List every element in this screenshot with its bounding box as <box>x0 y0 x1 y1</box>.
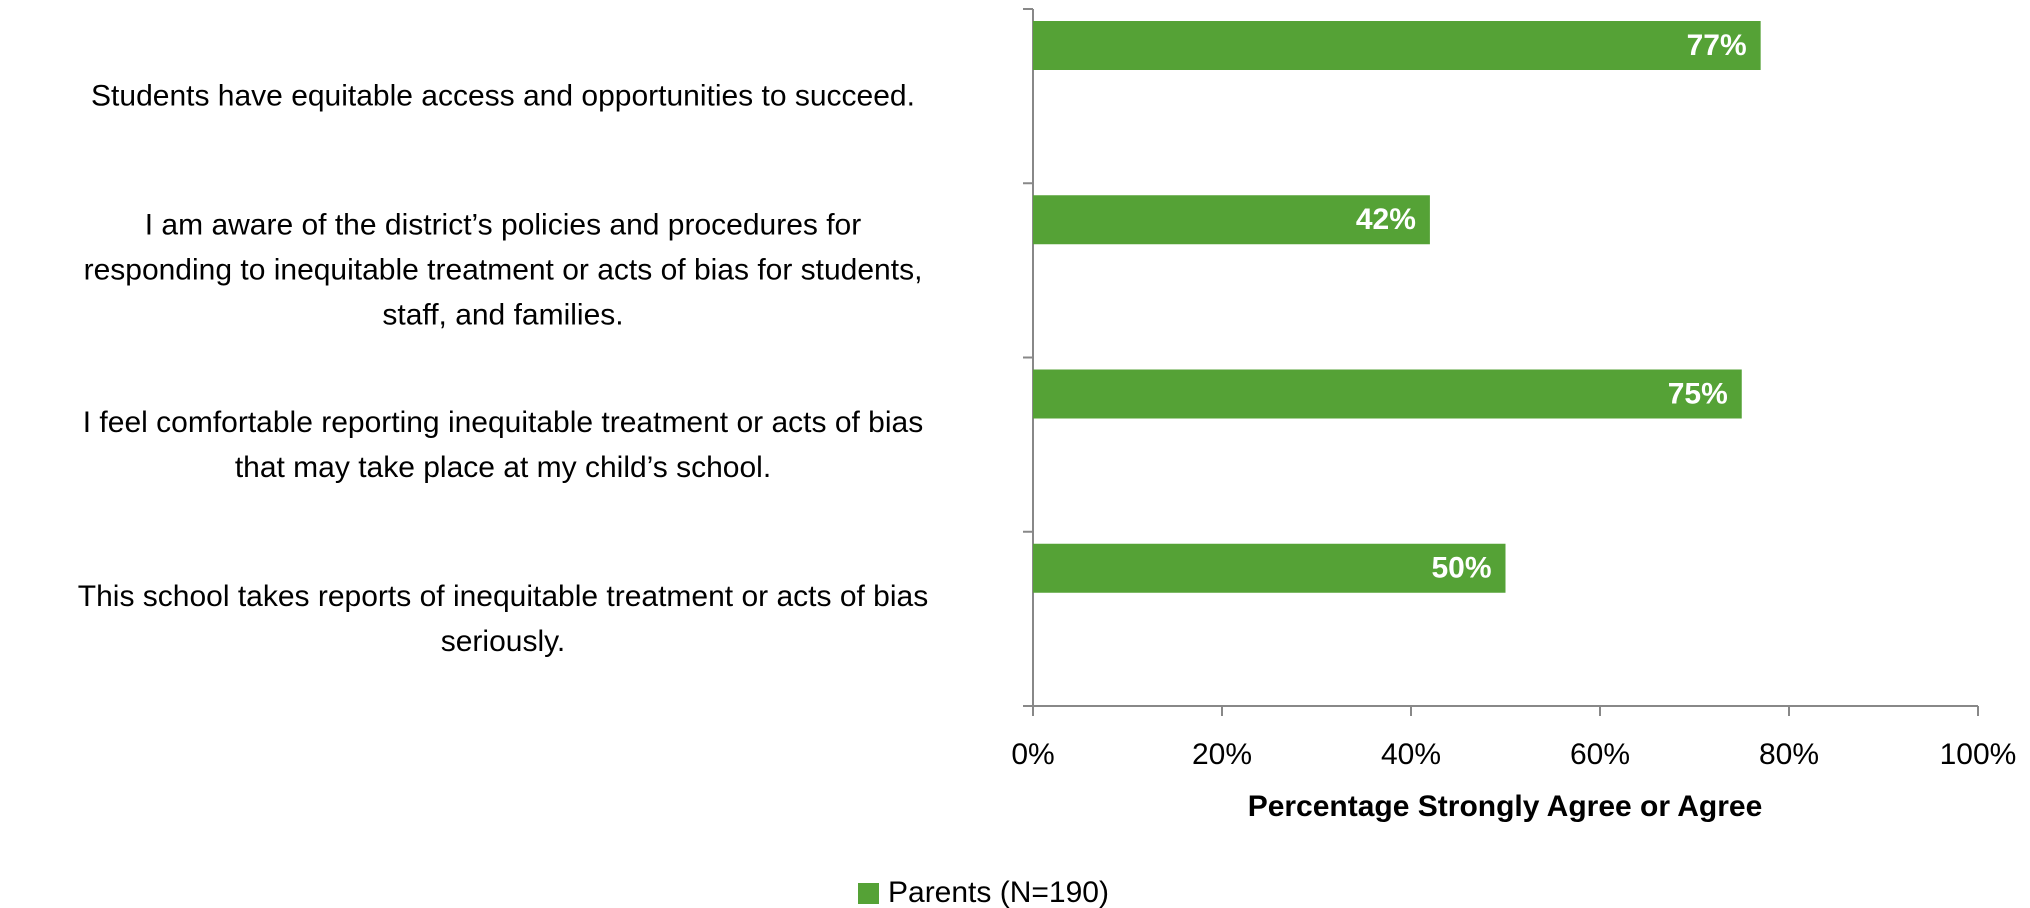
x-tick-label: 80% <box>1759 738 1819 771</box>
category-label: This school takes reports of inequitable… <box>77 579 929 658</box>
bar <box>1033 543 1506 593</box>
x-tick-label: 40% <box>1381 738 1441 771</box>
legend-swatch <box>858 883 879 904</box>
x-tick-label: 0% <box>1011 738 1054 771</box>
bar <box>1033 21 1761 70</box>
x-tick-label: 20% <box>1192 738 1252 771</box>
bar <box>1033 369 1742 419</box>
value-label: 42% <box>1356 203 1416 236</box>
category-label: Students have equitable access and oppor… <box>91 79 915 113</box>
x-tick-label: 60% <box>1570 738 1630 771</box>
x-axis-title: Percentage Strongly Agree or Agree <box>1248 790 1763 823</box>
category-label: I am aware of the district’s policies an… <box>83 208 923 332</box>
value-label: 50% <box>1431 552 1491 585</box>
category-label: I feel comfortable reporting inequitable… <box>82 405 924 484</box>
x-tick-label: 100% <box>1940 738 2017 771</box>
bar <box>1033 195 1430 245</box>
value-label: 75% <box>1668 377 1728 410</box>
value-label: 77% <box>1687 29 1747 62</box>
legend-label: Parents (N=190) <box>888 876 1109 908</box>
